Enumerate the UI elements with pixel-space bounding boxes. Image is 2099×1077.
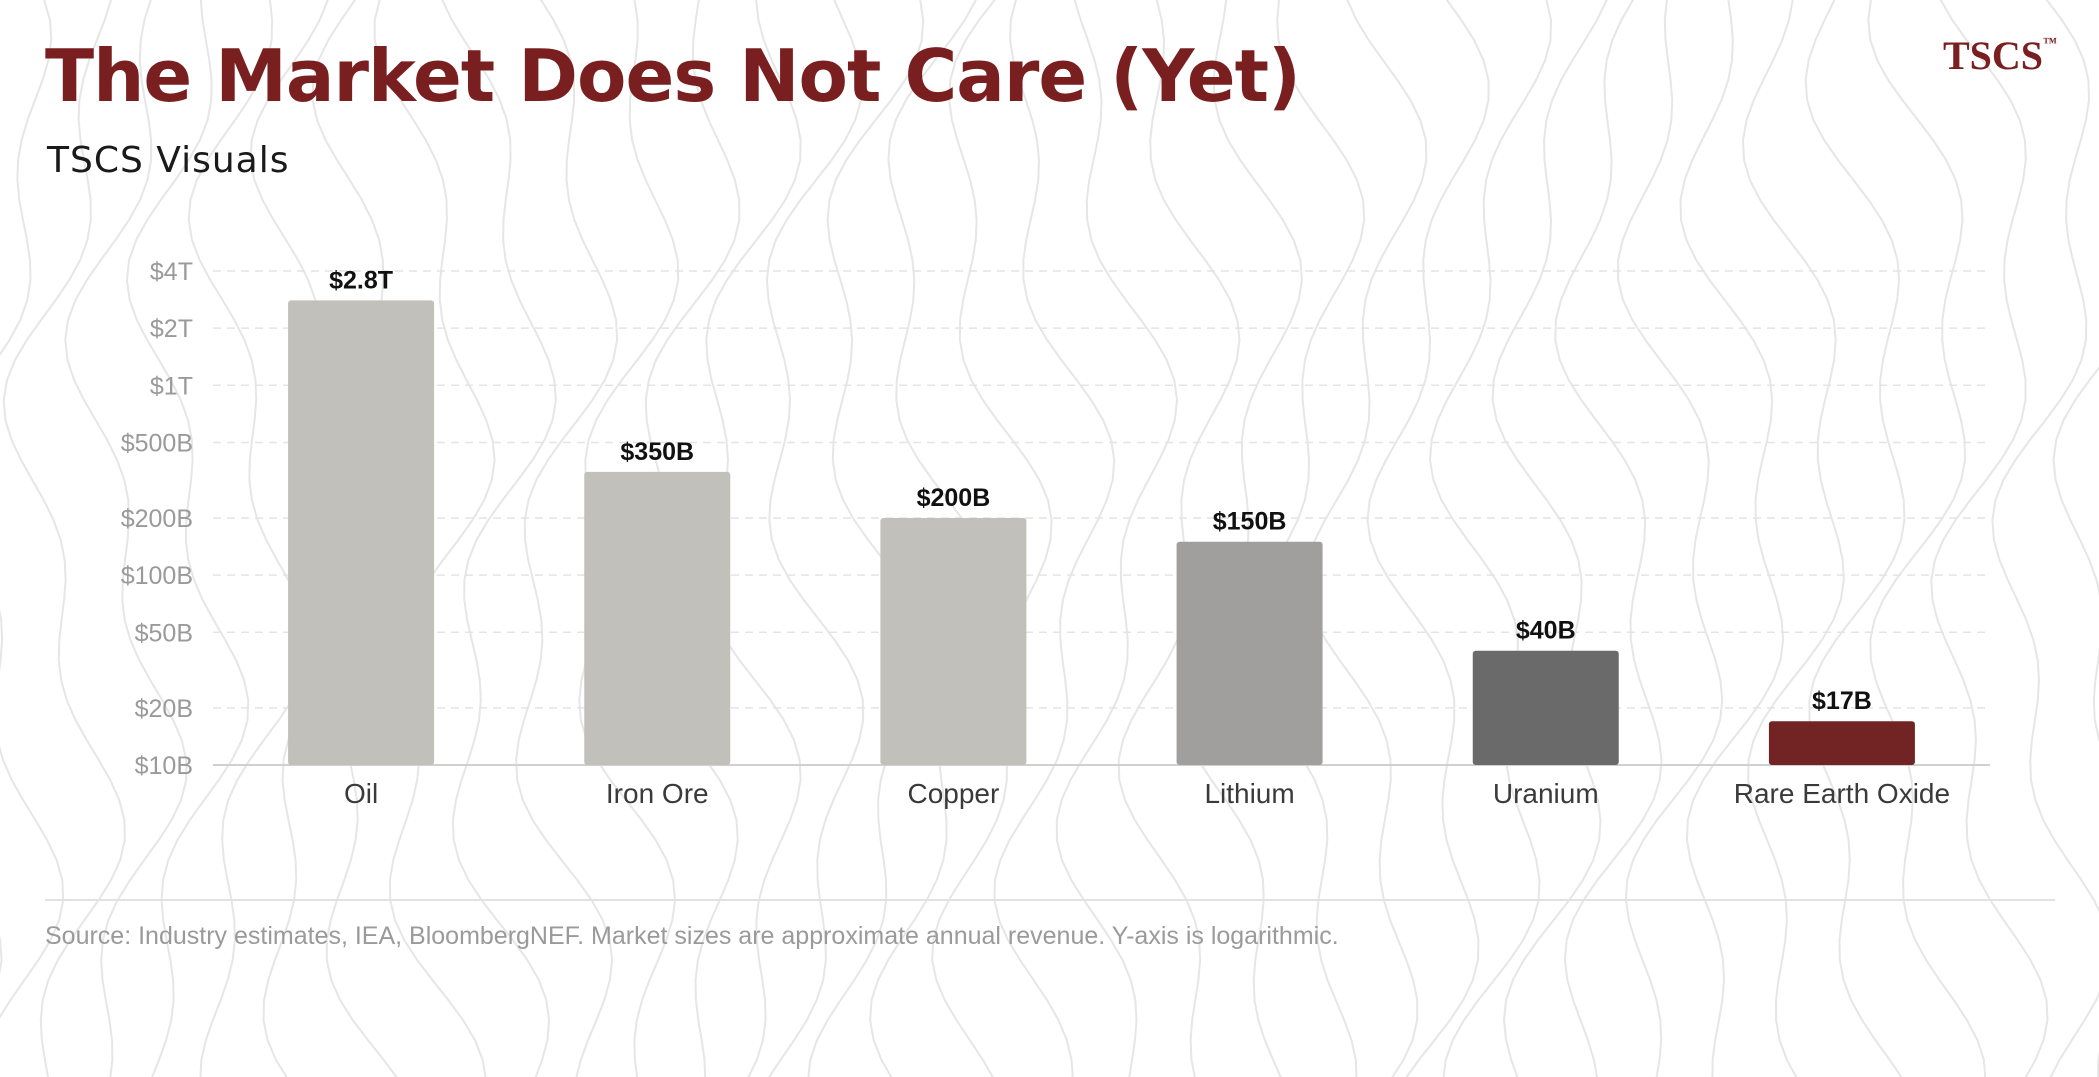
y-tick-label: $100B xyxy=(121,562,193,590)
brand-logo: TSCS™ xyxy=(1943,32,2057,79)
bar-uranium xyxy=(1472,650,1619,765)
bar-value-label: $17B xyxy=(1812,687,1872,715)
page-title: The Market Does Not Care (Yet) xyxy=(45,34,1301,118)
bar-iron-ore xyxy=(584,471,731,765)
bar-lithium xyxy=(1176,541,1323,765)
bar-copper xyxy=(880,518,1027,765)
bar-value-label: $350B xyxy=(620,438,694,466)
brand-name: TSCS xyxy=(1942,33,2043,78)
bar-value-label: $40B xyxy=(1516,617,1576,645)
x-category-label: Iron Ore xyxy=(606,778,709,809)
bar-value-label: $200B xyxy=(917,484,991,512)
y-tick-label: $4T xyxy=(150,258,193,286)
y-tick-label: $50B xyxy=(135,619,193,647)
bar-oil xyxy=(288,300,435,765)
y-tick-label: $200B xyxy=(121,505,193,533)
y-tick-label: $10B xyxy=(135,752,193,780)
x-category-label: Uranium xyxy=(1493,778,1599,809)
y-tick-label: $500B xyxy=(121,429,193,457)
trademark-mark: ™ xyxy=(2043,36,2057,51)
x-category-label: Rare Earth Oxide xyxy=(1734,778,1950,809)
y-tick-label: $20B xyxy=(135,695,193,723)
footer-divider xyxy=(45,899,2055,901)
x-category-label: Oil xyxy=(344,778,378,809)
x-category-label: Copper xyxy=(907,778,999,809)
bar-value-label: $2.8T xyxy=(329,266,393,294)
x-category-label: Lithium xyxy=(1204,778,1294,809)
bar-rare-earth-oxide xyxy=(1768,721,1915,765)
source-note: Source: Industry estimates, IEA, Bloombe… xyxy=(45,922,1339,950)
y-tick-label: $1T xyxy=(150,372,193,400)
bar-value-label: $150B xyxy=(1213,508,1287,536)
page-subtitle: TSCS Visuals xyxy=(47,140,290,181)
y-tick-label: $2T xyxy=(150,315,193,343)
